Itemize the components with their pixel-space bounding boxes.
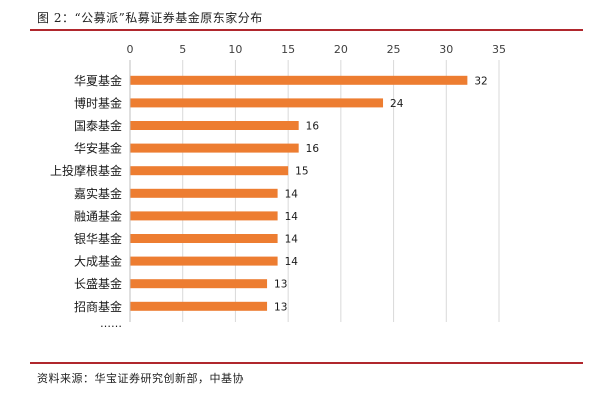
bar [130, 256, 278, 266]
category-label: 大成基金 [74, 254, 122, 269]
category-labels: 华夏基金博时基金国泰基金华安基金上投摩根基金嘉实基金融通基金银华基金大成基金长盛… [50, 73, 122, 314]
category-label: 国泰基金 [74, 118, 122, 133]
x-tick-label: 30 [439, 43, 453, 56]
bar [130, 211, 278, 221]
data-label: 24 [390, 98, 404, 110]
data-label: 32 [474, 75, 487, 87]
x-axis-ticks: 0 5 10 15 20 25 30 35 [127, 43, 507, 56]
bar [130, 166, 289, 176]
bar [130, 188, 278, 198]
category-label: 博时基金 [74, 95, 122, 110]
bottom-divider [30, 362, 583, 364]
data-label: 16 [306, 143, 320, 155]
bar [130, 121, 299, 130]
category-label: 上投摩根基金 [50, 163, 122, 178]
data-label: 14 [285, 211, 299, 223]
category-label: 嘉实基金 [74, 186, 122, 201]
data-labels: 32 24 16 16 15 14 14 14 14 13 13 [274, 75, 488, 313]
category-label: 招商基金 [74, 299, 122, 314]
data-label: 16 [306, 121, 320, 133]
x-tick-label: 20 [334, 43, 348, 56]
data-label: 15 [295, 166, 308, 178]
bars [130, 75, 468, 311]
category-label: 长盛基金 [74, 276, 122, 291]
category-label: 华夏基金 [74, 73, 122, 88]
bar [130, 75, 468, 85]
top-divider [30, 29, 583, 31]
x-tick-label: 35 [492, 43, 506, 56]
x-tick-label: 25 [387, 43, 401, 56]
category-ellipsis: …… [100, 317, 122, 330]
data-label: 14 [285, 256, 299, 268]
data-label: 13 [274, 279, 287, 291]
source-note: 资料来源：华宝证券研究创新部，中基协 [37, 372, 244, 385]
x-tick-label: 15 [281, 43, 295, 56]
category-label: 华安基金 [74, 141, 122, 156]
x-tick-label: 10 [228, 43, 242, 56]
figure-title: 图 2：“公募派”私募证券基金原东家分布 [37, 11, 263, 25]
bar [130, 143, 299, 153]
bar [130, 234, 278, 243]
category-label: 银华基金 [74, 231, 122, 246]
x-tick-label: 0 [127, 43, 134, 56]
data-label: 14 [285, 234, 299, 246]
x-tick-label: 5 [179, 43, 186, 56]
bar [130, 279, 268, 289]
bar [130, 301, 268, 311]
bar [130, 98, 384, 108]
category-label: 融通基金 [74, 208, 122, 223]
data-label: 14 [285, 188, 299, 200]
data-label: 13 [274, 301, 287, 313]
